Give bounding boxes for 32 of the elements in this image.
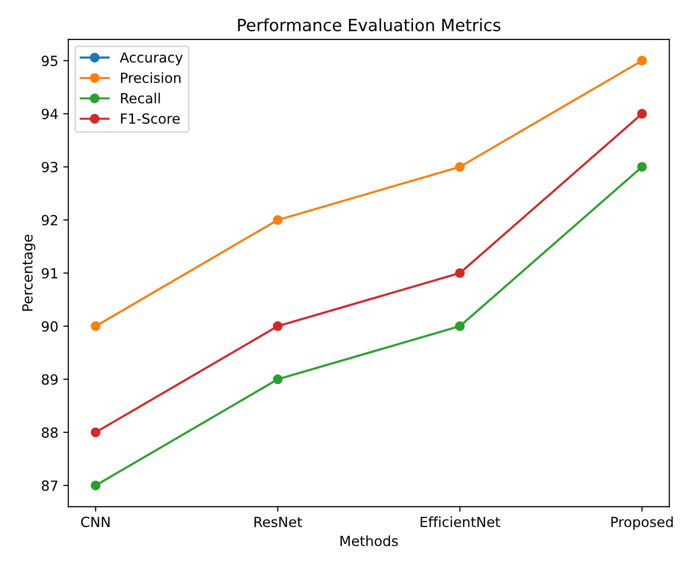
- point: [455, 162, 465, 172]
- point: [272, 321, 283, 332]
- x-tick-label: Proposed: [611, 516, 673, 530]
- x-tick-label: CNN: [81, 516, 110, 528]
- point: [637, 108, 647, 119]
- point: [272, 215, 283, 225]
- y-tick-label: 87: [42, 480, 58, 491]
- legend-label: Precision: [121, 72, 180, 84]
- point: [90, 321, 100, 332]
- point: [455, 321, 465, 332]
- y-tick-label: 91: [42, 268, 58, 279]
- y-tick-label: 89: [42, 374, 58, 385]
- point: [637, 56, 647, 66]
- y-tick-label: 88: [42, 427, 58, 438]
- y-axis-title: Percentage: [22, 234, 36, 311]
- point: [90, 427, 100, 438]
- y-tick-label: 92: [42, 214, 58, 226]
- legend-label: Accuracy: [120, 52, 183, 66]
- legend-label: F1-Score: [121, 113, 180, 124]
- y-tick-label: 90: [42, 321, 58, 332]
- y-tick-label: 95: [42, 56, 58, 66]
- legend-label: Recall: [121, 92, 160, 104]
- point: [637, 162, 647, 172]
- y-tick-label: 94: [42, 108, 58, 120]
- x-tick-label: ResNet: [254, 516, 302, 528]
- y-tick-label: 93: [42, 162, 58, 172]
- point: [272, 374, 283, 384]
- x-tick-label: EfficientNet: [420, 516, 500, 528]
- point: [90, 480, 100, 490]
- point: [455, 268, 465, 278]
- x-axis-title: Methods: [340, 535, 398, 546]
- chart-title: Performance Evaluation Metrics: [238, 18, 500, 32]
